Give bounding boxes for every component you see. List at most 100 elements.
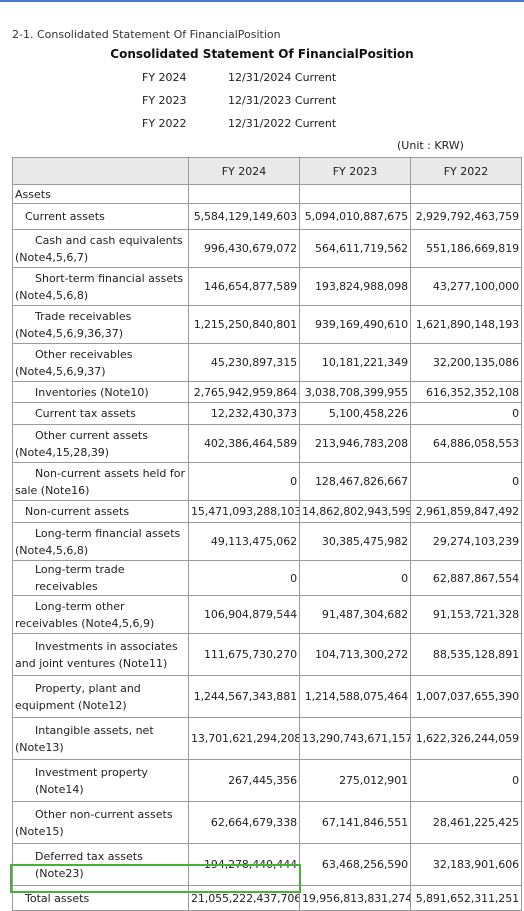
value-fy2023: 564,611,719,562	[299, 229, 411, 268]
top-border-line	[0, 0, 524, 2]
value-fy2023: 213,946,783,208	[299, 424, 411, 463]
value-fy2023: 0	[299, 560, 411, 596]
row-label: Cash and cash equivalents (Note4,5,6,7)	[12, 229, 189, 268]
value-fy2024: 2,765,942,959,864	[188, 381, 300, 403]
value-fy2024: 13,701,621,294,208	[188, 717, 300, 760]
table-header-row: FY 2024 FY 2023 FY 2022	[12, 157, 522, 185]
value-fy2022: 2,929,792,463,759	[410, 203, 522, 230]
value-fy2022: 28,461,225,425	[410, 801, 522, 844]
table-row: Investment property (Note14) 267,445,356…	[12, 759, 522, 802]
table-row: Current tax assets 12,232,430,373 5,100,…	[12, 402, 522, 425]
value-fy2022: 1,622,326,244,059	[410, 717, 522, 760]
value-fy2022: 88,535,128,891	[410, 633, 522, 676]
value-fy2023: 939,169,490,610	[299, 305, 411, 344]
row-label: Intangible assets, net (Note13)	[12, 717, 189, 760]
table-row: Non-current assets 15,471,093,288,103 14…	[12, 500, 522, 523]
row-label: Other non-current assets (Note15)	[12, 801, 189, 844]
table-row-total: Total assets 21,055,222,437,706 19,956,8…	[12, 885, 522, 911]
value-fy2022: 32,200,135,086	[410, 343, 522, 382]
table-row: Investments in associates and joint vent…	[12, 633, 522, 676]
table-row: Other non-current assets (Note15) 62,664…	[12, 801, 522, 844]
period-row: FY 2022 12/31/2022 Current	[142, 117, 336, 130]
value-fy2023: 1,214,588,075,464	[299, 675, 411, 718]
period-desc: 12/31/2023 Current	[228, 94, 337, 107]
value-fy2024: 106,904,879,544	[188, 595, 300, 634]
value-fy2022: 64,886,058,553	[410, 424, 522, 463]
value-fy2024: 146,654,877,589	[188, 267, 300, 306]
row-label: Current tax assets	[12, 402, 189, 425]
value-fy2024: 15,471,093,288,103	[188, 500, 300, 523]
value-fy2024	[188, 184, 300, 204]
value-fy2022	[410, 184, 522, 204]
value-fy2024: 62,664,679,338	[188, 801, 300, 844]
row-label: Non-current assets	[12, 500, 189, 523]
value-fy2023: 30,385,475,982	[299, 522, 411, 561]
column-header: FY 2023	[299, 157, 411, 185]
value-fy2022: 2,961,859,847,492	[410, 500, 522, 523]
period-fy: FY 2023	[142, 94, 187, 107]
table-row: Cash and cash equivalents (Note4,5,6,7) …	[12, 229, 522, 268]
value-fy2024: 267,445,356	[188, 759, 300, 802]
value-fy2022: 62,887,867,554	[410, 560, 522, 596]
value-fy2022: 5,891,652,311,251	[410, 885, 522, 911]
row-label: Total assets	[12, 885, 189, 911]
section-title: 2-1. Consolidated Statement Of Financial…	[12, 28, 281, 41]
value-fy2024: 12,232,430,373	[188, 402, 300, 425]
table-row: Other receivables (Note4,5,6,9,37) 45,23…	[12, 343, 522, 382]
row-label: Assets	[12, 184, 189, 204]
row-label: Property, plant and equipment (Note12)	[12, 675, 189, 718]
table-row: Current assets 5,584,129,149,603 5,094,0…	[12, 203, 522, 230]
row-label: Other current assets (Note4,15,28,39)	[12, 424, 189, 463]
unit-label: (Unit : KRW)	[397, 139, 464, 152]
table-row: Other current assets (Note4,15,28,39) 40…	[12, 424, 522, 463]
value-fy2023: 104,713,300,272	[299, 633, 411, 676]
period-row: FY 2024 12/31/2024 Current	[142, 71, 336, 84]
value-fy2022: 91,153,721,328	[410, 595, 522, 634]
value-fy2022: 0	[410, 402, 522, 425]
row-label: Inventories (Note10)	[12, 381, 189, 403]
value-fy2022: 1,007,037,655,390	[410, 675, 522, 718]
column-header: FY 2022	[410, 157, 522, 185]
period-fy: FY 2024	[142, 71, 187, 84]
value-fy2024: 5,584,129,149,603	[188, 203, 300, 230]
table-row: Property, plant and equipment (Note12) 1…	[12, 675, 522, 718]
value-fy2024: 1,244,567,343,881	[188, 675, 300, 718]
value-fy2022: 43,277,100,000	[410, 267, 522, 306]
value-fy2024: 21,055,222,437,706	[188, 885, 300, 911]
value-fy2023: 193,824,988,098	[299, 267, 411, 306]
value-fy2022: 616,352,352,108	[410, 381, 522, 403]
value-fy2023: 275,012,901	[299, 759, 411, 802]
row-label: Current assets	[12, 203, 189, 230]
table-row: Long-term other receivables (Note4,5,6,9…	[12, 595, 522, 634]
value-fy2023: 13,290,743,671,157	[299, 717, 411, 760]
row-label: Investments in associates and joint vent…	[12, 633, 189, 676]
value-fy2024: 194,278,440,444	[188, 843, 300, 886]
value-fy2023: 5,094,010,887,675	[299, 203, 411, 230]
value-fy2023: 67,141,846,551	[299, 801, 411, 844]
row-label: Deferred tax assets (Note23)	[12, 843, 189, 886]
period-desc: 12/31/2022 Current	[228, 117, 337, 130]
value-fy2023: 14,862,802,943,599	[299, 500, 411, 523]
value-fy2023: 3,038,708,399,955	[299, 381, 411, 403]
table-row: Deferred tax assets (Note23) 194,278,440…	[12, 843, 522, 886]
row-label: Non-current assets held for sale (Note16…	[12, 462, 189, 501]
column-header: FY 2024	[188, 157, 300, 185]
value-fy2023: 19,956,813,831,274	[299, 885, 411, 911]
value-fy2023	[299, 184, 411, 204]
value-fy2022: 29,274,103,239	[410, 522, 522, 561]
value-fy2022: 32,183,901,606	[410, 843, 522, 886]
table-row: Long-term trade receivables 0 0 62,887,8…	[12, 560, 522, 596]
period-fy: FY 2022	[142, 117, 187, 130]
row-label: Long-term financial assets (Note4,5,6,8)	[12, 522, 189, 561]
value-fy2024: 49,113,475,062	[188, 522, 300, 561]
value-fy2024: 996,430,679,072	[188, 229, 300, 268]
value-fy2024: 402,386,464,589	[188, 424, 300, 463]
value-fy2022: 0	[410, 462, 522, 501]
row-label: Long-term other receivables (Note4,5,6,9…	[12, 595, 189, 634]
value-fy2022: 0	[410, 759, 522, 802]
row-label: Long-term trade receivables	[12, 560, 189, 596]
row-label: Trade receivables (Note4,5,6,9,36,37)	[12, 305, 189, 344]
value-fy2024: 0	[188, 560, 300, 596]
value-fy2022: 551,186,669,819	[410, 229, 522, 268]
value-fy2024: 45,230,897,315	[188, 343, 300, 382]
